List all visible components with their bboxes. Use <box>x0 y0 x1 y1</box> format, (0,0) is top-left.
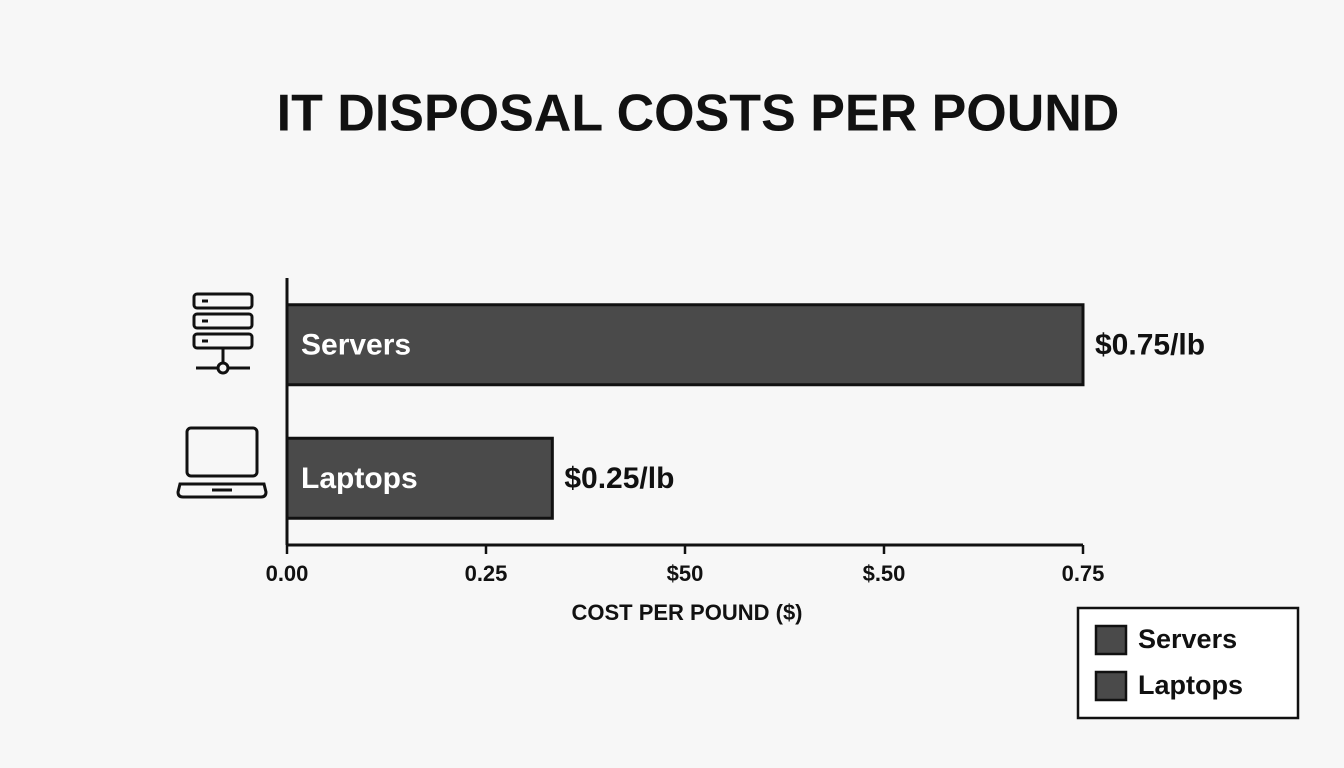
x-tick-label: $50 <box>667 561 704 586</box>
bar <box>285 436 554 520</box>
x-axis-label: COST PER POUND ($) <box>571 600 802 625</box>
value-label: $0.75/lb <box>1095 329 1205 362</box>
bar <box>285 303 1085 387</box>
bar-category-label: Servers <box>301 329 411 362</box>
legend-swatch <box>1094 670 1128 702</box>
legend-label: Servers <box>1138 624 1237 654</box>
x-tick-label: 0.75 <box>1062 561 1105 586</box>
server-icon <box>192 292 254 375</box>
legend-label: Laptops <box>1138 670 1243 700</box>
bar-category-label: Laptops <box>301 462 418 495</box>
laptop-icon <box>176 426 268 499</box>
chart-title: IT DISPOSAL COSTS PER POUND <box>277 85 1120 143</box>
value-label: $0.25/lb <box>564 462 674 495</box>
x-tick-label: 0.00 <box>266 561 309 586</box>
legend-swatch <box>1094 624 1128 656</box>
x-tick-label: $.50 <box>863 561 906 586</box>
x-tick-label: 0.25 <box>465 561 508 586</box>
legend: Servers Laptops <box>1076 606 1300 720</box>
